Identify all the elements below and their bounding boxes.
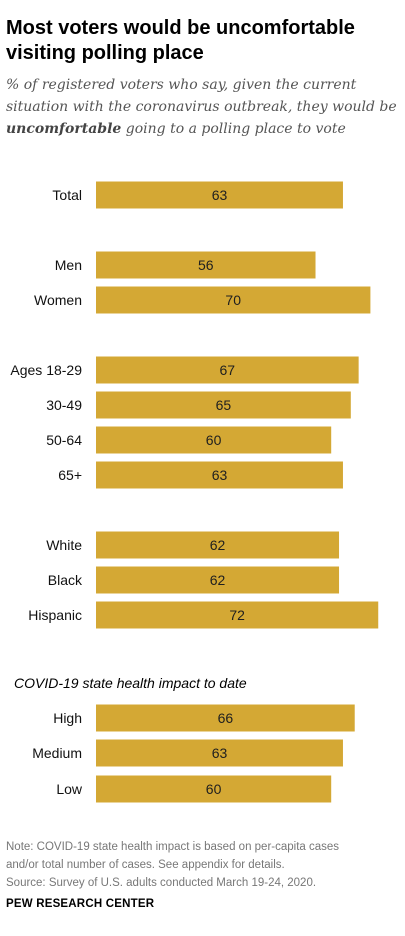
value-label-hispanic: 72 [229, 607, 245, 623]
subtitle-emphasis: uncomfortable [6, 121, 122, 137]
value-label-white: 62 [210, 537, 226, 553]
bar-medium [96, 739, 343, 767]
bar-white [96, 531, 340, 559]
value-label-total: 63 [212, 187, 228, 203]
chart-title: Most voters would be uncomfortable visit… [6, 17, 355, 64]
chart-subtitle: % of registered voters who say, given th… [6, 74, 404, 140]
note-line-1: Note: COVID-19 state health impact is ba… [6, 841, 340, 853]
category-label-30-49: 30-49 [46, 397, 82, 413]
category-label-65: 65+ [58, 467, 82, 483]
value-label-women: 70 [225, 292, 241, 308]
value-label-65: 63 [212, 467, 228, 483]
category-label-men: Men [55, 257, 82, 273]
category-label-total: Total [52, 187, 82, 203]
category-label-high: High [53, 710, 82, 726]
bar-low [96, 775, 332, 803]
subtitle-text-start: % of registered voters who say, given th… [6, 77, 397, 115]
category-label-white: White [46, 537, 82, 553]
category-label-black: Black [48, 572, 83, 588]
bar-total [96, 181, 343, 209]
pew-research-center-logo: PEW RESEARCH CENTER [6, 898, 155, 910]
value-label-30-49: 65 [216, 397, 232, 413]
value-label-low: 60 [206, 781, 222, 797]
value-label-high: 66 [218, 710, 234, 726]
category-label-women: Women [34, 292, 82, 308]
bar-high [96, 704, 355, 732]
bar-65 [96, 461, 343, 489]
category-label-hispanic: Hispanic [28, 607, 82, 623]
category-label-medium: Medium [32, 745, 82, 761]
bar-black [96, 566, 340, 594]
covid-impact-group-heading: COVID-19 state health impact to date [14, 675, 247, 691]
source-line: Source: Survey of U.S. adults conducted … [6, 877, 317, 889]
category-label-low: Low [56, 781, 83, 797]
note-line-2: and/or total number of cases. See append… [6, 859, 285, 871]
value-label-50-64: 60 [206, 432, 222, 448]
bar-30-49 [96, 391, 351, 419]
value-label-medium: 63 [212, 745, 228, 761]
category-label-50-64: 50-64 [46, 432, 82, 448]
value-label-men: 56 [198, 257, 214, 273]
bar-men [96, 251, 316, 279]
bar-ages-18-29 [96, 356, 359, 384]
value-label-ages-18-29: 67 [220, 362, 236, 378]
chart-notes: Note: COVID-19 state health impact is ba… [6, 838, 405, 892]
value-label-black: 62 [210, 572, 226, 588]
bar-women [96, 286, 371, 314]
bar-hispanic [96, 601, 379, 629]
subtitle-text-end: going to a polling place to vote [121, 121, 346, 137]
category-label-ages-18-29: Ages 18-29 [10, 362, 82, 378]
bar-50-64 [96, 426, 332, 454]
